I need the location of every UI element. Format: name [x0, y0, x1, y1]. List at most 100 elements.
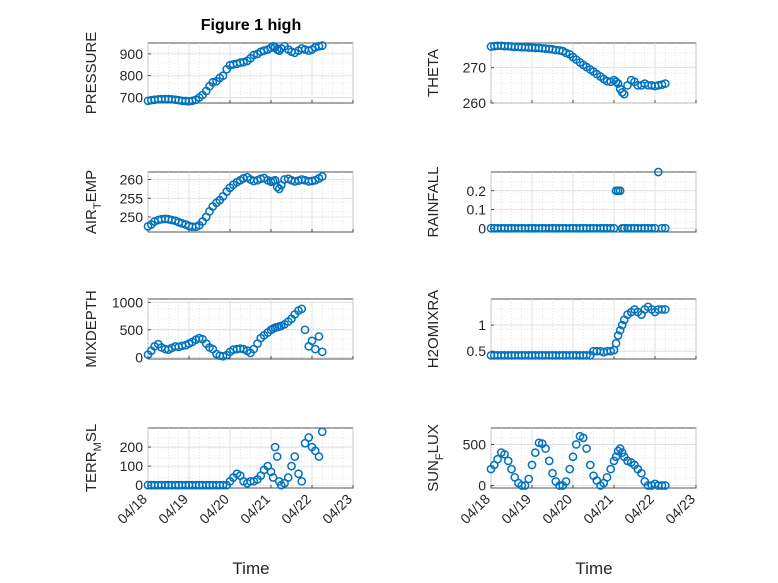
- data-point: [647, 223, 657, 233]
- y-axis-label: SUNFLUX: [425, 424, 446, 492]
- data-point: [582, 444, 591, 453]
- subplot-1: 260 270 THETA: [425, 41, 697, 111]
- data-point: [585, 460, 595, 470]
- data-point: [609, 456, 619, 466]
- data-point: [637, 468, 646, 478]
- data-point: [617, 88, 627, 97]
- data-point: [617, 320, 627, 330]
- data-point: [582, 350, 591, 360]
- data-point: [541, 444, 550, 453]
- data-point: [615, 186, 625, 196]
- y-tick-label: 0: [135, 477, 143, 493]
- data-point: [660, 79, 670, 88]
- y-tick-label: 900: [120, 46, 144, 62]
- data-point: [657, 305, 667, 314]
- data-point: [613, 446, 623, 456]
- y-label-main: AIR: [83, 209, 100, 234]
- data-point: [268, 473, 278, 482]
- data-point: [272, 182, 282, 192]
- data-point: [660, 481, 670, 490]
- data-point: [657, 481, 667, 490]
- data-point: [259, 46, 269, 55]
- data-point: [314, 452, 324, 461]
- data-point: [314, 41, 324, 51]
- data-point: [272, 452, 282, 461]
- data-point: [503, 456, 513, 466]
- data-point: [660, 223, 670, 233]
- y-tick-label: 0.2: [467, 183, 487, 199]
- data-point: [317, 172, 327, 181]
- subplot-0: 700 800 900 PRESSURE: [83, 32, 354, 115]
- y-tick-label: 0.5: [467, 343, 487, 359]
- figure-title: Figure 1 high: [201, 17, 301, 34]
- subplot-grid: 700 800 900 PRESSURE 260 270 THETA 250 255 260 AIR…: [83, 32, 698, 527]
- y-axis-label: TERRMSL: [83, 424, 104, 492]
- y-tick-label: 0: [135, 349, 143, 365]
- data-point: [544, 456, 554, 466]
- data-point: [317, 41, 327, 50]
- data-point: [294, 469, 303, 479]
- y-tick-label: 0: [478, 220, 486, 236]
- data-point: [611, 338, 621, 348]
- y-label-main: THETA: [425, 49, 442, 97]
- y-label-rest: EMP: [83, 170, 100, 203]
- data-point: [578, 433, 588, 443]
- data-point: [266, 467, 276, 477]
- data-point: [615, 325, 625, 335]
- subplot-4: 0 500 1000 MIXDEPTH: [83, 290, 354, 368]
- y-tick-label: 0.1: [467, 202, 487, 218]
- data-point: [611, 77, 621, 87]
- data-point: [290, 452, 300, 461]
- y-tick-label: 100: [120, 458, 144, 474]
- data-point: [297, 476, 307, 486]
- y-label-main: PRESSURE: [83, 32, 100, 115]
- y-tick-label: 250: [120, 209, 144, 225]
- data-point: [218, 480, 228, 490]
- data-point: [619, 89, 629, 99]
- data-point: [613, 79, 623, 88]
- y-tick-label: 260: [120, 172, 144, 188]
- subplot-2: 250 255 260 AIRTEMP: [83, 170, 354, 234]
- x-axis-label-left: Time: [232, 559, 269, 578]
- data-point: [611, 452, 621, 462]
- data-point: [218, 351, 228, 361]
- data-point: [517, 481, 527, 490]
- data-point: [524, 474, 534, 484]
- data-point: [555, 481, 564, 490]
- y-tick-label: 270: [463, 60, 487, 76]
- data-point: [317, 427, 327, 437]
- y-tick-label: 260: [463, 95, 487, 111]
- data-point: [615, 444, 625, 453]
- y-axis-label: H2OMIXRA: [425, 290, 442, 368]
- data-point: [606, 223, 616, 233]
- y-label-main: TERR: [83, 451, 100, 492]
- data-point: [274, 46, 284, 55]
- y-label-rest: SL: [83, 424, 100, 442]
- data-point: [606, 464, 616, 474]
- y-label-main: MIXDEPTH: [83, 290, 100, 368]
- y-label-main: RAINFALL: [425, 167, 442, 238]
- y-tick-label: 1: [478, 317, 486, 333]
- data-point: [300, 325, 310, 335]
- data-point: [314, 332, 324, 341]
- data-point: [602, 472, 612, 482]
- data-point: [283, 473, 293, 482]
- data-point: [307, 336, 317, 346]
- y-tick-label: 700: [120, 90, 144, 106]
- y-tick-label: 500: [463, 436, 487, 452]
- data-point: [613, 331, 623, 340]
- data-point: [548, 468, 557, 478]
- y-tick-label: 200: [120, 439, 144, 455]
- data-point: [310, 344, 320, 354]
- y-label-rest: LUX: [425, 424, 442, 453]
- data-point: [609, 223, 619, 233]
- subplot-5: 0.5 1 H2OMIXRA: [425, 290, 697, 368]
- data-point: [530, 448, 540, 458]
- data-point: [249, 50, 259, 60]
- data-point: [297, 304, 307, 314]
- y-label-main: H2OMIXRA: [425, 290, 442, 368]
- data-point: [507, 464, 516, 474]
- subplot-3: 0 0.1 0.2 RAINFALL: [425, 167, 697, 238]
- y-tick-label: 1000: [112, 294, 143, 310]
- data-point: [270, 442, 280, 452]
